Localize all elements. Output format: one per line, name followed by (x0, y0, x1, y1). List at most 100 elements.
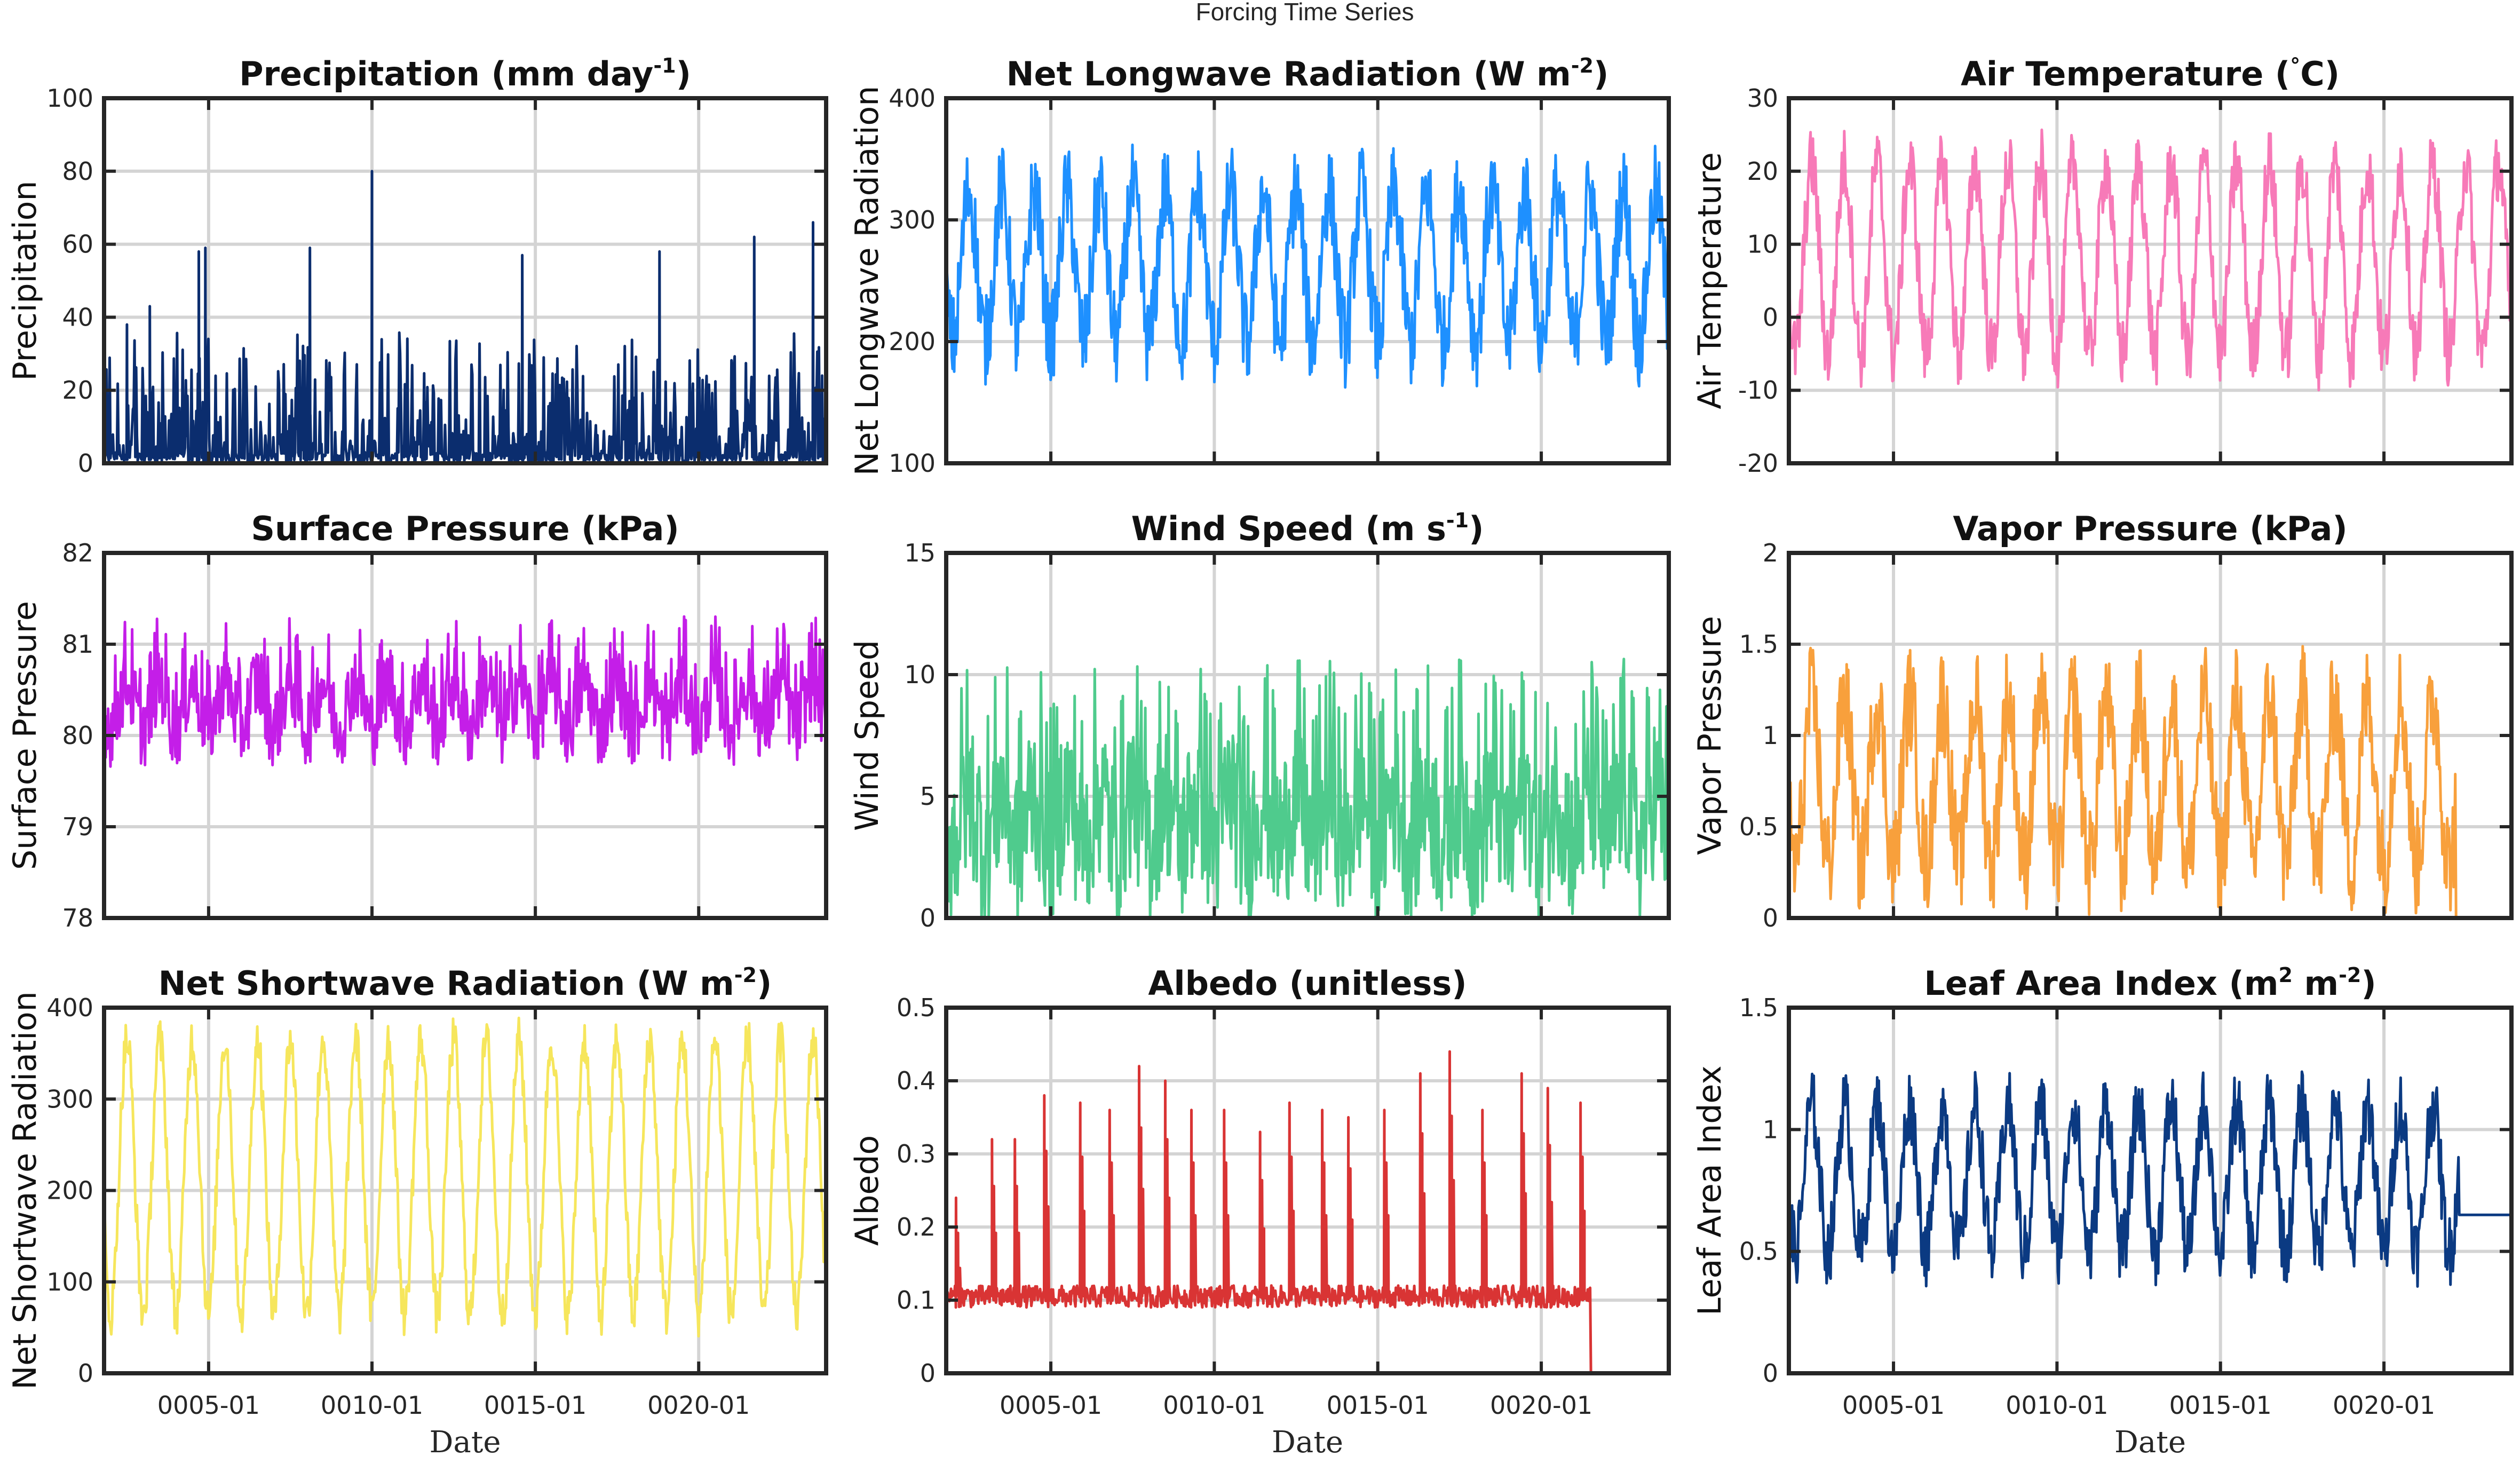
panel-title: Albedo (unitless) (1148, 964, 1467, 1003)
series-line-albedo (945, 1050, 1669, 1375)
y-tick-label: 0.3 (897, 1139, 936, 1168)
x-tick-label: 0010-01 (2006, 1391, 2108, 1420)
series-line-psurf (102, 615, 828, 768)
series-line-temp (1787, 128, 2513, 392)
panel-albedo: 0 0.1 0.2 0.3 0.4 0.5 0005-01 0010-01 0015-01 002… (849, 964, 1671, 1460)
y-tick-label: 0.5 (1739, 812, 1778, 841)
y-tick-label: 0.4 (897, 1066, 936, 1095)
panel-psurf: 78 79 80 81 82 Surface Pressure (kPa) Surface … (6, 509, 828, 932)
x-tick-label: 0015-01 (2169, 1391, 2272, 1420)
y-tick-label: 20 (1747, 157, 1778, 186)
panel-title: Surface Pressure (kPa) (251, 509, 679, 548)
x-tick-label: 0005-01 (1000, 1391, 1102, 1420)
panel-sw: 0 100 200 300 400 0005-01 0010-01 0015-01 0020-0… (6, 963, 828, 1460)
panel-title: Air Temperature (°C) (1961, 54, 2340, 93)
x-tick-label: 0015-01 (484, 1391, 587, 1420)
y-tick-label: 10 (1747, 230, 1778, 259)
y-tick-label: 300 (889, 205, 936, 234)
y-tick-label: 0 (1763, 1359, 1778, 1388)
panel-lai: 0 0.5 1 1.5 0005-01 0010-01 0015-01 0020-01 Date… (1691, 963, 2514, 1460)
y-tick-label: 100 (889, 449, 936, 478)
panel-title: Leaf Area Index (m2 m-2) (1924, 963, 2376, 1003)
axes-box (944, 1006, 1671, 1375)
series-line-lw (945, 143, 1670, 389)
y-tick-label: 200 (889, 327, 936, 356)
y-tick-label: 20 (62, 376, 93, 405)
y-tick-label: 400 (889, 84, 936, 113)
y-tick-label: 10 (904, 660, 936, 689)
panel-lw: 100 200 300 400 Net Longwave Radiation (W m-… (849, 54, 1671, 478)
x-tick-label: 0020-01 (2333, 1391, 2435, 1420)
series-line-lai (1787, 1070, 2512, 1288)
series-line-wind (945, 658, 1670, 920)
y-tick-label: 200 (46, 1176, 93, 1205)
y-tick-label: 0.2 (897, 1213, 936, 1241)
y-tick-label: 30 (1747, 84, 1778, 113)
y-tick-label: 60 (62, 230, 93, 259)
y-tick-label: -20 (1738, 449, 1778, 478)
y-axis-label: Surface Pressure (6, 601, 44, 870)
y-tick-label: 100 (46, 84, 93, 113)
y-axis-label: Net Longwave Radiation (849, 86, 886, 476)
y-tick-label: 100 (46, 1268, 93, 1296)
axes-box (102, 96, 828, 465)
y-tick-label: 1.5 (1739, 630, 1778, 659)
x-tick-label: 0010-01 (321, 1391, 423, 1420)
panel-title: Net Shortwave Radiation (W m-2) (159, 963, 772, 1003)
axes-box (1787, 1006, 2514, 1375)
y-tick-label: 2 (1763, 539, 1778, 567)
axes-box (944, 96, 1671, 465)
y-tick-label: 79 (62, 812, 93, 841)
y-axis-label: Precipitation (6, 180, 44, 381)
y-tick-label: 0.1 (897, 1286, 936, 1315)
y-tick-label: 1 (1763, 721, 1778, 750)
x-tick-label: 0005-01 (1842, 1391, 1945, 1420)
figure-title: Forcing Time Series (1195, 0, 1414, 26)
series-line-precip (102, 170, 828, 465)
y-tick-label: 81 (62, 630, 93, 659)
y-tick-label: 400 (46, 993, 93, 1022)
y-tick-label: -10 (1738, 376, 1778, 405)
panel-title: Precipitation (mm day-1) (239, 54, 691, 93)
y-tick-label: 0 (1763, 904, 1778, 932)
x-tick-label: 0010-01 (1163, 1391, 1265, 1420)
panel-title: Vapor Pressure (kPa) (1953, 509, 2347, 548)
y-tick-label: 78 (62, 904, 93, 932)
panel-wind: 0 5 10 15 Wind Speed (m s-1) Wind Speed (849, 509, 1671, 932)
x-tick-label: 0020-01 (1490, 1391, 1592, 1420)
x-axis-label: Date (430, 1425, 501, 1460)
x-axis-label: Date (2114, 1425, 2186, 1460)
y-tick-label: 0.5 (1739, 1237, 1778, 1266)
y-axis-label: Albedo (849, 1135, 886, 1246)
y-tick-label: 1 (1763, 1115, 1778, 1144)
series-line-sw (102, 1016, 828, 1338)
y-tick-label: 300 (46, 1085, 93, 1113)
panel-title: Wind Speed (m s-1) (1131, 509, 1484, 548)
panel-title: Net Longwave Radiation (W m-2) (1007, 54, 1609, 93)
y-axis-label: Net Shortwave Radiation (6, 991, 44, 1389)
x-tick-label: 0020-01 (647, 1391, 750, 1420)
panel-precip: 0 20 40 60 80 100 Precipitation (mm day-1) Prec… (6, 54, 828, 478)
y-tick-label: 1.5 (1739, 993, 1778, 1022)
y-tick-label: 0 (920, 1359, 936, 1388)
y-axis-label: Leaf Area Index (1691, 1065, 1729, 1316)
y-tick-label: 0.5 (897, 993, 936, 1022)
y-tick-label: 0 (1763, 303, 1778, 331)
y-tick-label: 0 (920, 904, 936, 932)
panel-vapor: 0 0.5 1 1.5 2 Vapor Pressure (kPa) Vapor Press… (1691, 509, 2514, 932)
y-tick-label: 80 (62, 721, 93, 750)
y-tick-label: 80 (62, 157, 93, 186)
axes-box (1787, 96, 2514, 465)
y-tick-label: 0 (78, 1359, 93, 1388)
y-tick-label: 0 (78, 449, 93, 478)
panel-temp: -20 -10 0 10 20 30 Air Temperature (°C) Air Tem… (1691, 54, 2514, 478)
y-tick-label: 82 (62, 539, 93, 567)
y-tick-label: 15 (904, 539, 936, 567)
y-axis-label: Air Temperature (1691, 152, 1729, 409)
x-tick-label: 0005-01 (157, 1391, 260, 1420)
x-axis-label: Date (1272, 1425, 1343, 1460)
x-tick-label: 0015-01 (1327, 1391, 1429, 1420)
y-tick-label: 40 (62, 303, 93, 331)
y-axis-label: Wind Speed (849, 640, 886, 831)
series-line-vapor (1787, 645, 2512, 920)
